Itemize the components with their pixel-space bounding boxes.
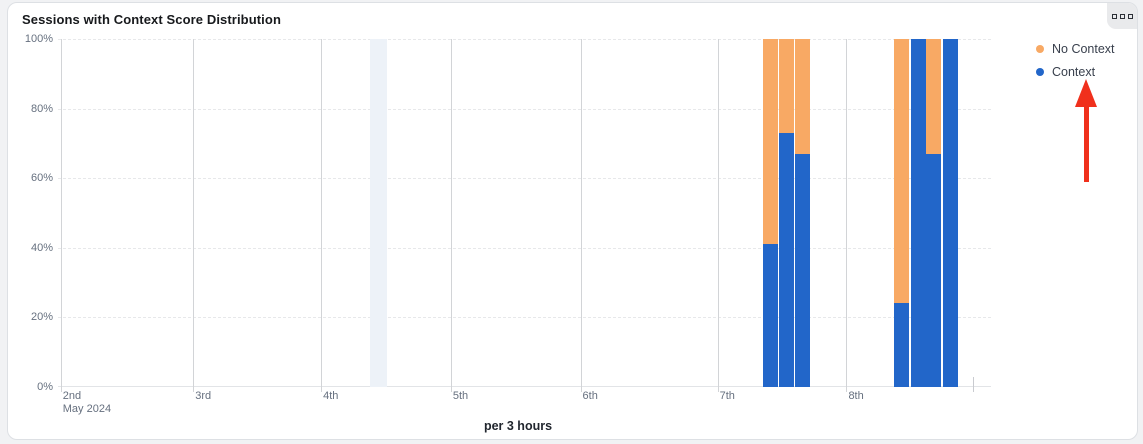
context-segment [762, 244, 778, 387]
horizontal-gridline [58, 108, 991, 110]
y-tick-label: 0% [37, 381, 53, 393]
three-squares-menu-icon [1111, 13, 1133, 19]
horizontal-gridline [58, 317, 991, 319]
stacked-bar[interactable] [894, 39, 910, 387]
y-tick-label: 40% [30, 241, 53, 254]
legend-item-context[interactable]: Context [1036, 65, 1115, 79]
x-tick-label: 5th [452, 390, 469, 402]
x-tick-label: 2nd May 2024 [62, 390, 112, 415]
x-tick-label: 8th [848, 390, 864, 402]
chart-card: Sessions with Context Score Distribution… [7, 2, 1138, 440]
y-tick-label: 20% [30, 311, 53, 324]
arrow-head [1075, 79, 1097, 107]
horizontal-gridline [58, 39, 991, 40]
context-segment [943, 39, 959, 387]
arrow-shaft [1083, 105, 1089, 182]
x-tick-label: 6th [582, 390, 598, 402]
y-axis: 0% 20% 40% 60% 80% 100% [8, 33, 53, 393]
no-context-segment [926, 39, 942, 154]
no-context-segment [794, 39, 810, 154]
vertical-gridline [321, 39, 323, 392]
no-context-segment [779, 39, 795, 133]
legend-label-no-context: No Context [1052, 42, 1115, 56]
stacked-bar[interactable] [926, 39, 942, 387]
horizontal-gridline [58, 247, 991, 249]
stacked-bar[interactable] [779, 39, 795, 387]
card-menu-button[interactable] [1107, 3, 1137, 29]
no-context-swatch-icon [1036, 45, 1044, 53]
context-segment [794, 153, 810, 387]
legend: No Context Context [1036, 42, 1115, 79]
x-tick-label: 7th [719, 390, 735, 402]
vertical-gridline [450, 39, 452, 392]
y-tick-label: 60% [30, 172, 53, 185]
stacked-bar[interactable] [794, 39, 810, 387]
plot-area [58, 39, 991, 392]
x-tick-label: 3rd [195, 390, 212, 402]
context-segment [894, 303, 910, 387]
vertical-gridline [717, 39, 719, 392]
vertical-gridline [580, 39, 582, 392]
context-segment [926, 153, 942, 387]
stacked-bar[interactable] [762, 39, 778, 387]
x-tick-label: 4th [323, 390, 339, 402]
stacked-bar[interactable] [943, 39, 959, 387]
vertical-gridline [846, 39, 848, 392]
no-context-segment [894, 39, 910, 304]
chart-title: Sessions with Context Score Distribution [22, 12, 281, 27]
x-axis-line [58, 386, 991, 387]
x-axis-title: per 3 hours [483, 419, 553, 433]
context-segment [910, 39, 926, 387]
highlight-band [369, 39, 388, 387]
legend-label-context: Context [1052, 65, 1096, 79]
legend-item-no-context[interactable]: No Context [1036, 42, 1115, 56]
horizontal-gridline [58, 178, 991, 180]
y-tick-label: 100% [24, 33, 53, 45]
stacked-bar[interactable] [910, 39, 926, 387]
context-swatch-icon [1036, 68, 1044, 76]
vertical-gridline [60, 39, 62, 392]
x-axis: 2nd May 2024 3rd 4th 5th 6th 7th 8th [58, 390, 978, 420]
vertical-gridline [193, 39, 195, 392]
axis-end-tick [973, 377, 975, 392]
no-context-segment [762, 39, 778, 245]
y-tick-label: 80% [30, 102, 53, 115]
context-segment [779, 132, 795, 387]
